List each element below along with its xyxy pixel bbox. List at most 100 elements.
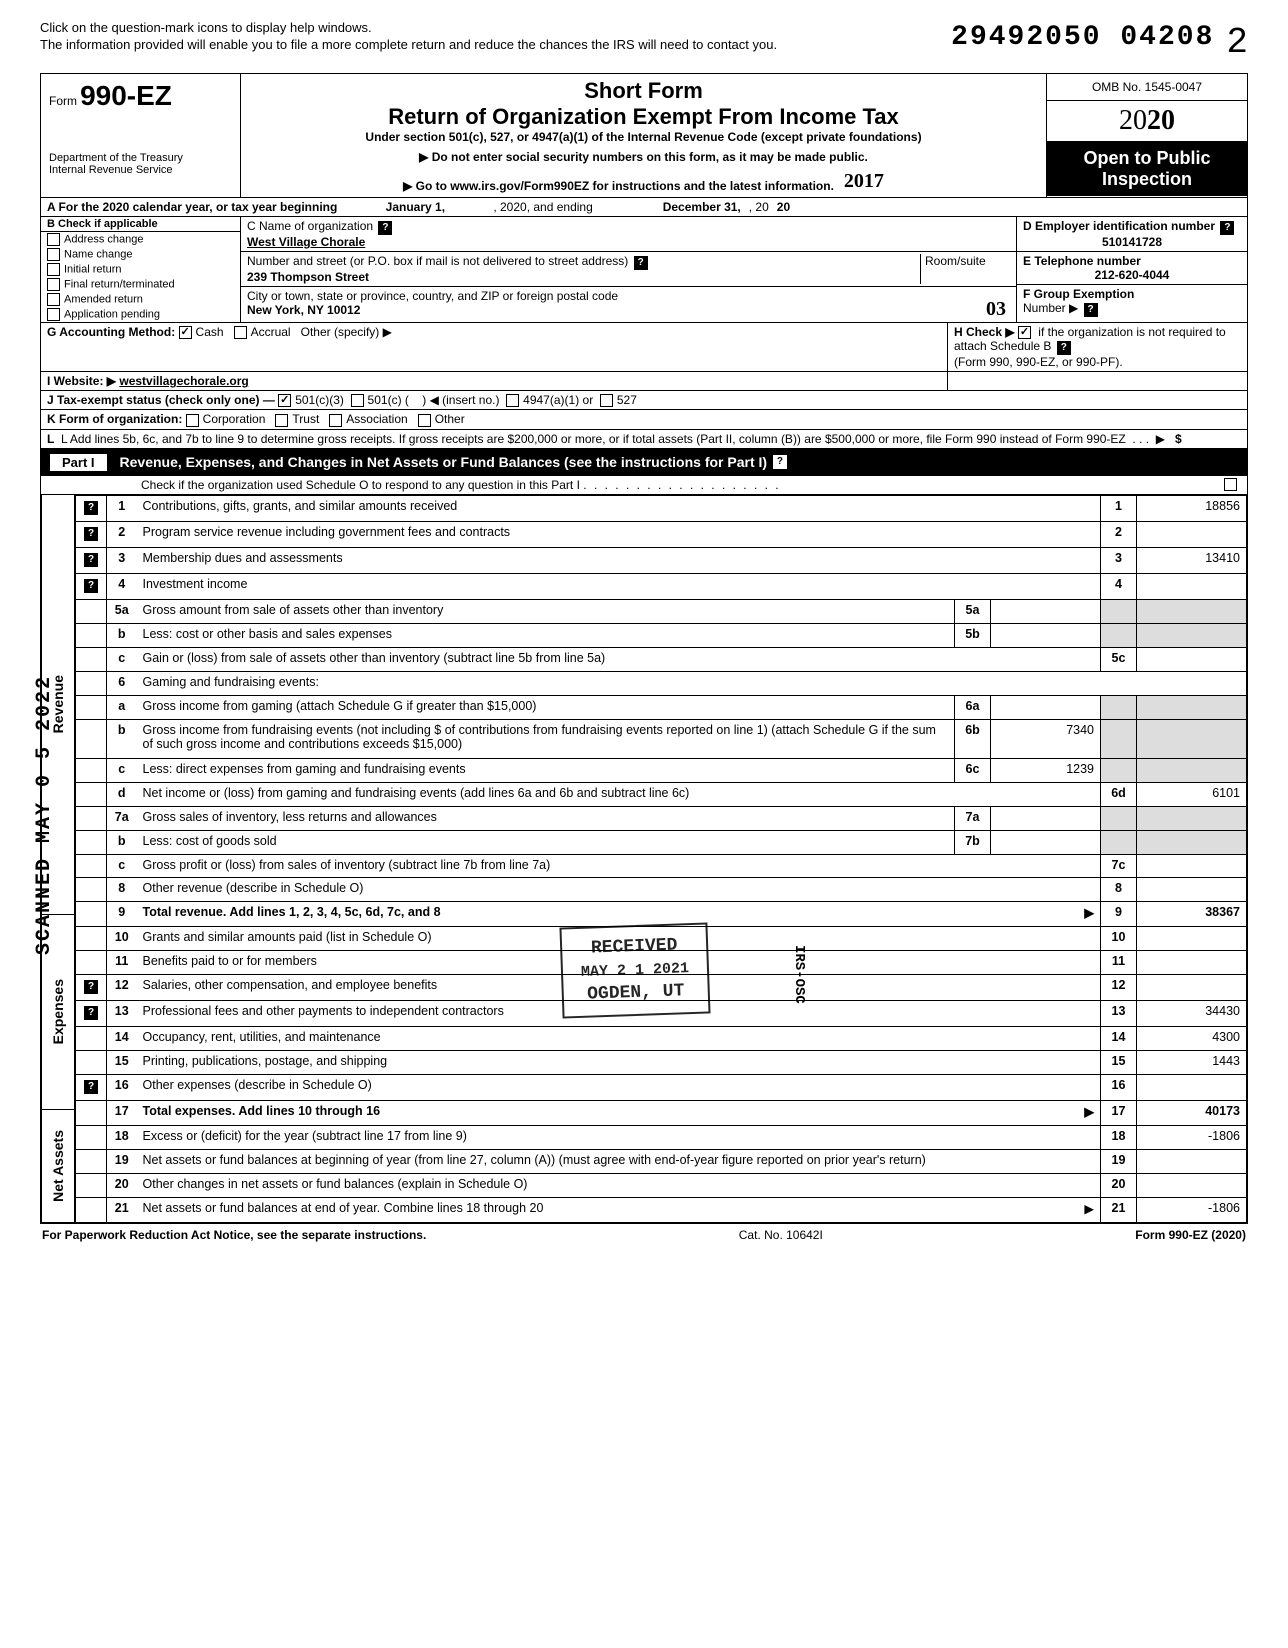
amount[interactable]: [1137, 647, 1247, 671]
lbl-insert-no: ) ◀ (insert no.): [422, 393, 499, 407]
mid-amount[interactable]: [991, 624, 1101, 648]
mid-amount[interactable]: [991, 600, 1101, 624]
cb-name-change[interactable]: [47, 248, 60, 261]
cb-501c3[interactable]: [278, 394, 291, 407]
line-number: 8: [107, 878, 137, 902]
ein: 510141728: [1023, 235, 1241, 249]
section-f-label: F Group Exemption: [1023, 287, 1134, 301]
line-row: 20Other changes in net assets or fund ba…: [76, 1173, 1247, 1197]
line-desc: Membership dues and assessments: [137, 548, 1101, 574]
amount[interactable]: [1137, 521, 1247, 547]
help-icon[interactable]: ?: [84, 980, 98, 994]
cb-schedule-o-part1[interactable]: [1224, 478, 1237, 491]
amount[interactable]: 4300: [1137, 1027, 1247, 1051]
cb-cash[interactable]: [179, 326, 192, 339]
box-number: 21: [1101, 1197, 1137, 1222]
line-row: cGross profit or (loss) from sales of in…: [76, 854, 1247, 878]
line-desc: Benefits paid to or for members: [137, 951, 1101, 975]
cb-4947[interactable]: [506, 394, 519, 407]
cb-final-return[interactable]: [47, 278, 60, 291]
mid-amount[interactable]: [991, 830, 1101, 854]
amount[interactable]: 1443: [1137, 1051, 1247, 1075]
box-number: 14: [1101, 1027, 1137, 1051]
lbl-name-change: Name change: [64, 248, 133, 260]
box-number: 17: [1101, 1101, 1137, 1126]
mid-amount[interactable]: 1239: [991, 759, 1101, 783]
amount[interactable]: 38367: [1137, 902, 1247, 927]
cb-schedule-b[interactable]: [1018, 326, 1031, 339]
line-desc: Total revenue. Add lines 1, 2, 3, 4, 5c,…: [137, 902, 1101, 927]
help-icon[interactable]: ?: [84, 501, 98, 515]
tax-year-end: 20: [777, 200, 790, 214]
section-e-label: E Telephone number: [1023, 254, 1141, 268]
open-public-2: Inspection: [1051, 169, 1243, 190]
amount[interactable]: [1137, 974, 1247, 1000]
amount[interactable]: [1137, 574, 1247, 600]
form-header: Form 990-EZ Department of the Treasury I…: [41, 74, 1247, 198]
mid-line-no: 5b: [955, 624, 991, 648]
cb-501c[interactable]: [351, 394, 364, 407]
open-public-1: Open to Public: [1051, 148, 1243, 169]
amount[interactable]: 13410: [1137, 548, 1247, 574]
cb-amended-return[interactable]: [47, 293, 60, 306]
amount[interactable]: 34430: [1137, 1001, 1247, 1027]
line-row: aGross income from gaming (attach Schedu…: [76, 695, 1247, 719]
line-number: 14: [107, 1027, 137, 1051]
help-icon[interactable]: ?: [1220, 221, 1234, 235]
help-instr-1: Click on the question-mark icons to disp…: [40, 20, 777, 37]
help-icon[interactable]: ?: [84, 579, 98, 593]
help-icon[interactable]: ?: [634, 256, 648, 270]
page-footer: For Paperwork Reduction Act Notice, see …: [40, 1224, 1248, 1246]
part-1-header: Part I Revenue, Expenses, and Changes in…: [41, 449, 1247, 476]
cb-association[interactable]: [329, 414, 342, 427]
org-city: New York, NY 10012: [247, 303, 360, 317]
amount[interactable]: [1137, 951, 1247, 975]
help-icon[interactable]: ?: [84, 553, 98, 567]
cb-address-change[interactable]: [47, 233, 60, 246]
amount[interactable]: 40173: [1137, 1101, 1247, 1126]
mid-line-no: 5a: [955, 600, 991, 624]
box-number: 5c: [1101, 647, 1137, 671]
section-c-name-label: C Name of organization: [247, 219, 373, 233]
mid-amount[interactable]: [991, 806, 1101, 830]
mid-line-no: 7a: [955, 806, 991, 830]
amount[interactable]: [1137, 878, 1247, 902]
line-desc: Investment income: [137, 574, 1101, 600]
cb-corporation[interactable]: [186, 414, 199, 427]
lbl-accrual: Accrual: [251, 325, 291, 339]
box-number: 3: [1101, 548, 1137, 574]
short-form-label: Short Form: [249, 78, 1038, 104]
cb-other-org[interactable]: [418, 414, 431, 427]
amount[interactable]: -1806: [1137, 1126, 1247, 1150]
cb-trust[interactable]: [275, 414, 288, 427]
section-c-city-label: City or town, state or province, country…: [247, 289, 618, 303]
part-1-label: Part I: [49, 453, 108, 472]
line-desc: Less: cost of goods sold: [137, 830, 955, 854]
cb-accrual[interactable]: [234, 326, 247, 339]
amount[interactable]: [1137, 1173, 1247, 1197]
mid-amount[interactable]: [991, 695, 1101, 719]
help-icon[interactable]: ?: [378, 221, 392, 235]
cb-initial-return[interactable]: [47, 263, 60, 276]
lbl-501c: 501(c) (: [368, 393, 409, 407]
cb-527[interactable]: [600, 394, 613, 407]
help-icon[interactable]: ?: [1084, 303, 1098, 317]
help-icon[interactable]: ?: [84, 1080, 98, 1094]
cb-application-pending[interactable]: [47, 308, 60, 321]
help-icon[interactable]: ?: [773, 455, 787, 469]
help-icon[interactable]: ?: [84, 1006, 98, 1020]
amount[interactable]: [1137, 927, 1247, 951]
amount[interactable]: -1806: [1137, 1197, 1247, 1222]
help-icon[interactable]: ?: [84, 527, 98, 541]
help-icon[interactable]: ?: [1057, 341, 1071, 355]
line-row: ?4Investment income4: [76, 574, 1247, 600]
line-row: ?2Program service revenue including gove…: [76, 521, 1247, 547]
line-number: 12: [107, 974, 137, 1000]
amount[interactable]: 6101: [1137, 783, 1247, 807]
amount[interactable]: [1137, 1149, 1247, 1173]
mid-amount[interactable]: 7340: [991, 719, 1101, 759]
amount[interactable]: [1137, 854, 1247, 878]
amount[interactable]: 18856: [1137, 495, 1247, 521]
amount[interactable]: [1137, 1074, 1247, 1100]
line-k-label: K Form of organization:: [47, 412, 182, 426]
